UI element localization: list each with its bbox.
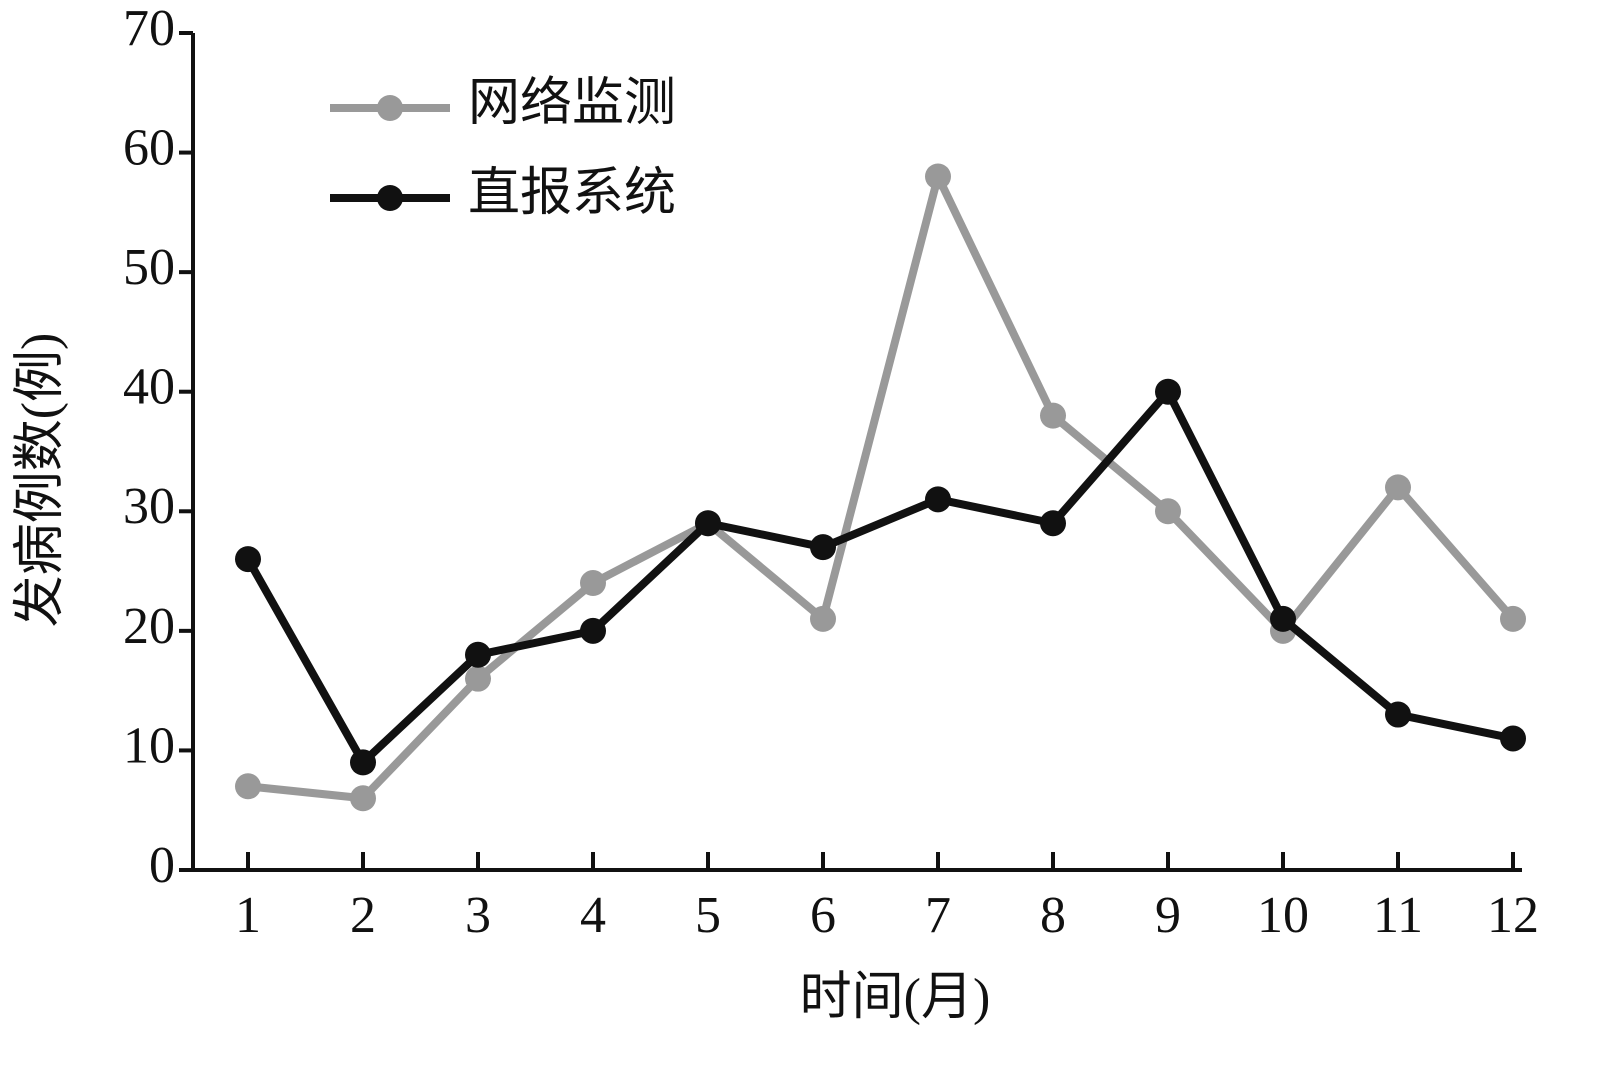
x-tick-label: 11 xyxy=(1373,887,1423,944)
data-point xyxy=(1500,605,1526,632)
x-tick-label: 8 xyxy=(1040,887,1066,944)
data-point xyxy=(580,617,606,644)
data-point xyxy=(1040,510,1066,537)
x-tick-label: 1 xyxy=(235,887,261,944)
series-line xyxy=(244,387,1514,767)
data-point xyxy=(925,163,951,190)
y-tick-label: 40 xyxy=(123,359,175,416)
y-axis-label: 发病例数(例) xyxy=(12,333,69,628)
legend-label: 直报系统 xyxy=(468,165,676,222)
x-tick-label: 12 xyxy=(1487,887,1539,944)
data-point xyxy=(580,570,606,597)
data-point xyxy=(350,785,376,812)
data-point xyxy=(1385,474,1411,501)
data-point xyxy=(1270,605,1296,632)
data-point xyxy=(235,546,261,573)
data-point xyxy=(350,749,376,776)
y-tick-label: 50 xyxy=(123,239,175,296)
x-tick-label: 5 xyxy=(695,887,721,944)
data-point xyxy=(810,605,836,632)
x-tick-label: 9 xyxy=(1155,887,1181,944)
x-tick-label: 3 xyxy=(465,887,491,944)
legend-marker xyxy=(377,95,403,121)
data-point xyxy=(695,510,721,537)
data-point xyxy=(810,534,836,561)
data-point xyxy=(235,773,261,800)
y-tick-label: 30 xyxy=(123,478,175,535)
series-line xyxy=(247,172,1517,803)
y-tick-label: 20 xyxy=(123,598,175,655)
x-tick-label: 4 xyxy=(580,887,606,944)
y-tick-label: 10 xyxy=(123,717,175,774)
x-tick-label: 2 xyxy=(350,887,376,944)
data-point xyxy=(1155,498,1181,525)
legend-marker xyxy=(377,185,403,211)
legend-label: 网络监测 xyxy=(468,75,676,132)
x-tick-label: 7 xyxy=(925,887,951,944)
data-point xyxy=(1500,725,1526,752)
data-point xyxy=(925,486,951,513)
x-tick-label: 6 xyxy=(810,887,836,944)
x-tick-label: 10 xyxy=(1257,887,1309,944)
data-point xyxy=(1155,378,1181,405)
data-point xyxy=(465,641,491,668)
y-tick-label: 0 xyxy=(149,837,175,894)
y-tick-label: 70 xyxy=(123,0,175,57)
data-point xyxy=(1385,701,1411,728)
data-point xyxy=(1040,402,1066,429)
x-axis-label: 时间(月) xyxy=(800,969,991,1026)
data-point xyxy=(465,665,491,692)
y-tick-label: 60 xyxy=(123,120,175,177)
